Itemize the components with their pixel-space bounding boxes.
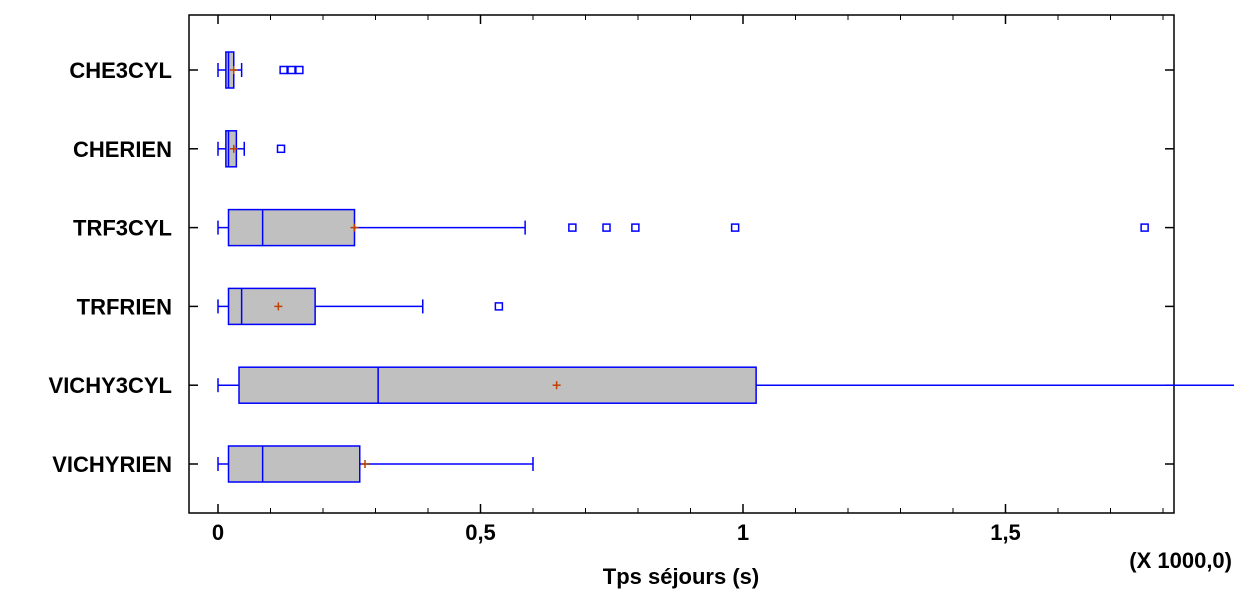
outlier-point <box>276 144 286 154</box>
outlier-point <box>295 65 304 75</box>
x-tick-label: 0 <box>212 520 224 545</box>
category-label: VICHYRIEN <box>52 452 172 477</box>
outlier-point <box>279 65 288 75</box>
outlier-point <box>1140 223 1149 232</box>
x-tick-labels: 00,511,522,533,5 <box>212 520 1021 545</box>
outlier-point <box>602 223 611 232</box>
box-iqr <box>227 287 316 326</box>
category-label: TRFRIEN <box>77 294 172 319</box>
box-iqr <box>227 208 356 247</box>
outlier-point <box>494 302 504 311</box>
outlier-point <box>730 223 740 232</box>
plot-frame <box>188 14 1175 514</box>
outlier-point <box>287 65 296 75</box>
x-tick-label: 1,5 <box>990 520 1021 545</box>
category-label: CHERIEN <box>73 137 172 162</box>
outlier-point <box>568 223 577 232</box>
category-labels: CHE3CYL CHERIEN TRF3CYL TRFRIEN VICHY3CYL VIC… <box>49 58 172 477</box>
axis-ticks <box>189 15 1174 513</box>
x-axis-multiplier: (X 1000,0) <box>1129 548 1232 573</box>
x-tick-label: 0,5 <box>465 520 496 545</box>
box-plots <box>217 51 1234 483</box>
category-label: VICHY3CYL <box>49 373 172 398</box>
outlier-point <box>631 223 640 232</box>
box-iqr <box>227 445 361 483</box>
box-iqr <box>238 366 757 404</box>
x-tick-label: 1 <box>737 520 749 545</box>
x-axis-title: Tps séjours (s) <box>603 564 759 589</box>
category-label: CHE3CYL <box>69 58 172 83</box>
category-label: TRF3CYL <box>73 216 172 241</box>
